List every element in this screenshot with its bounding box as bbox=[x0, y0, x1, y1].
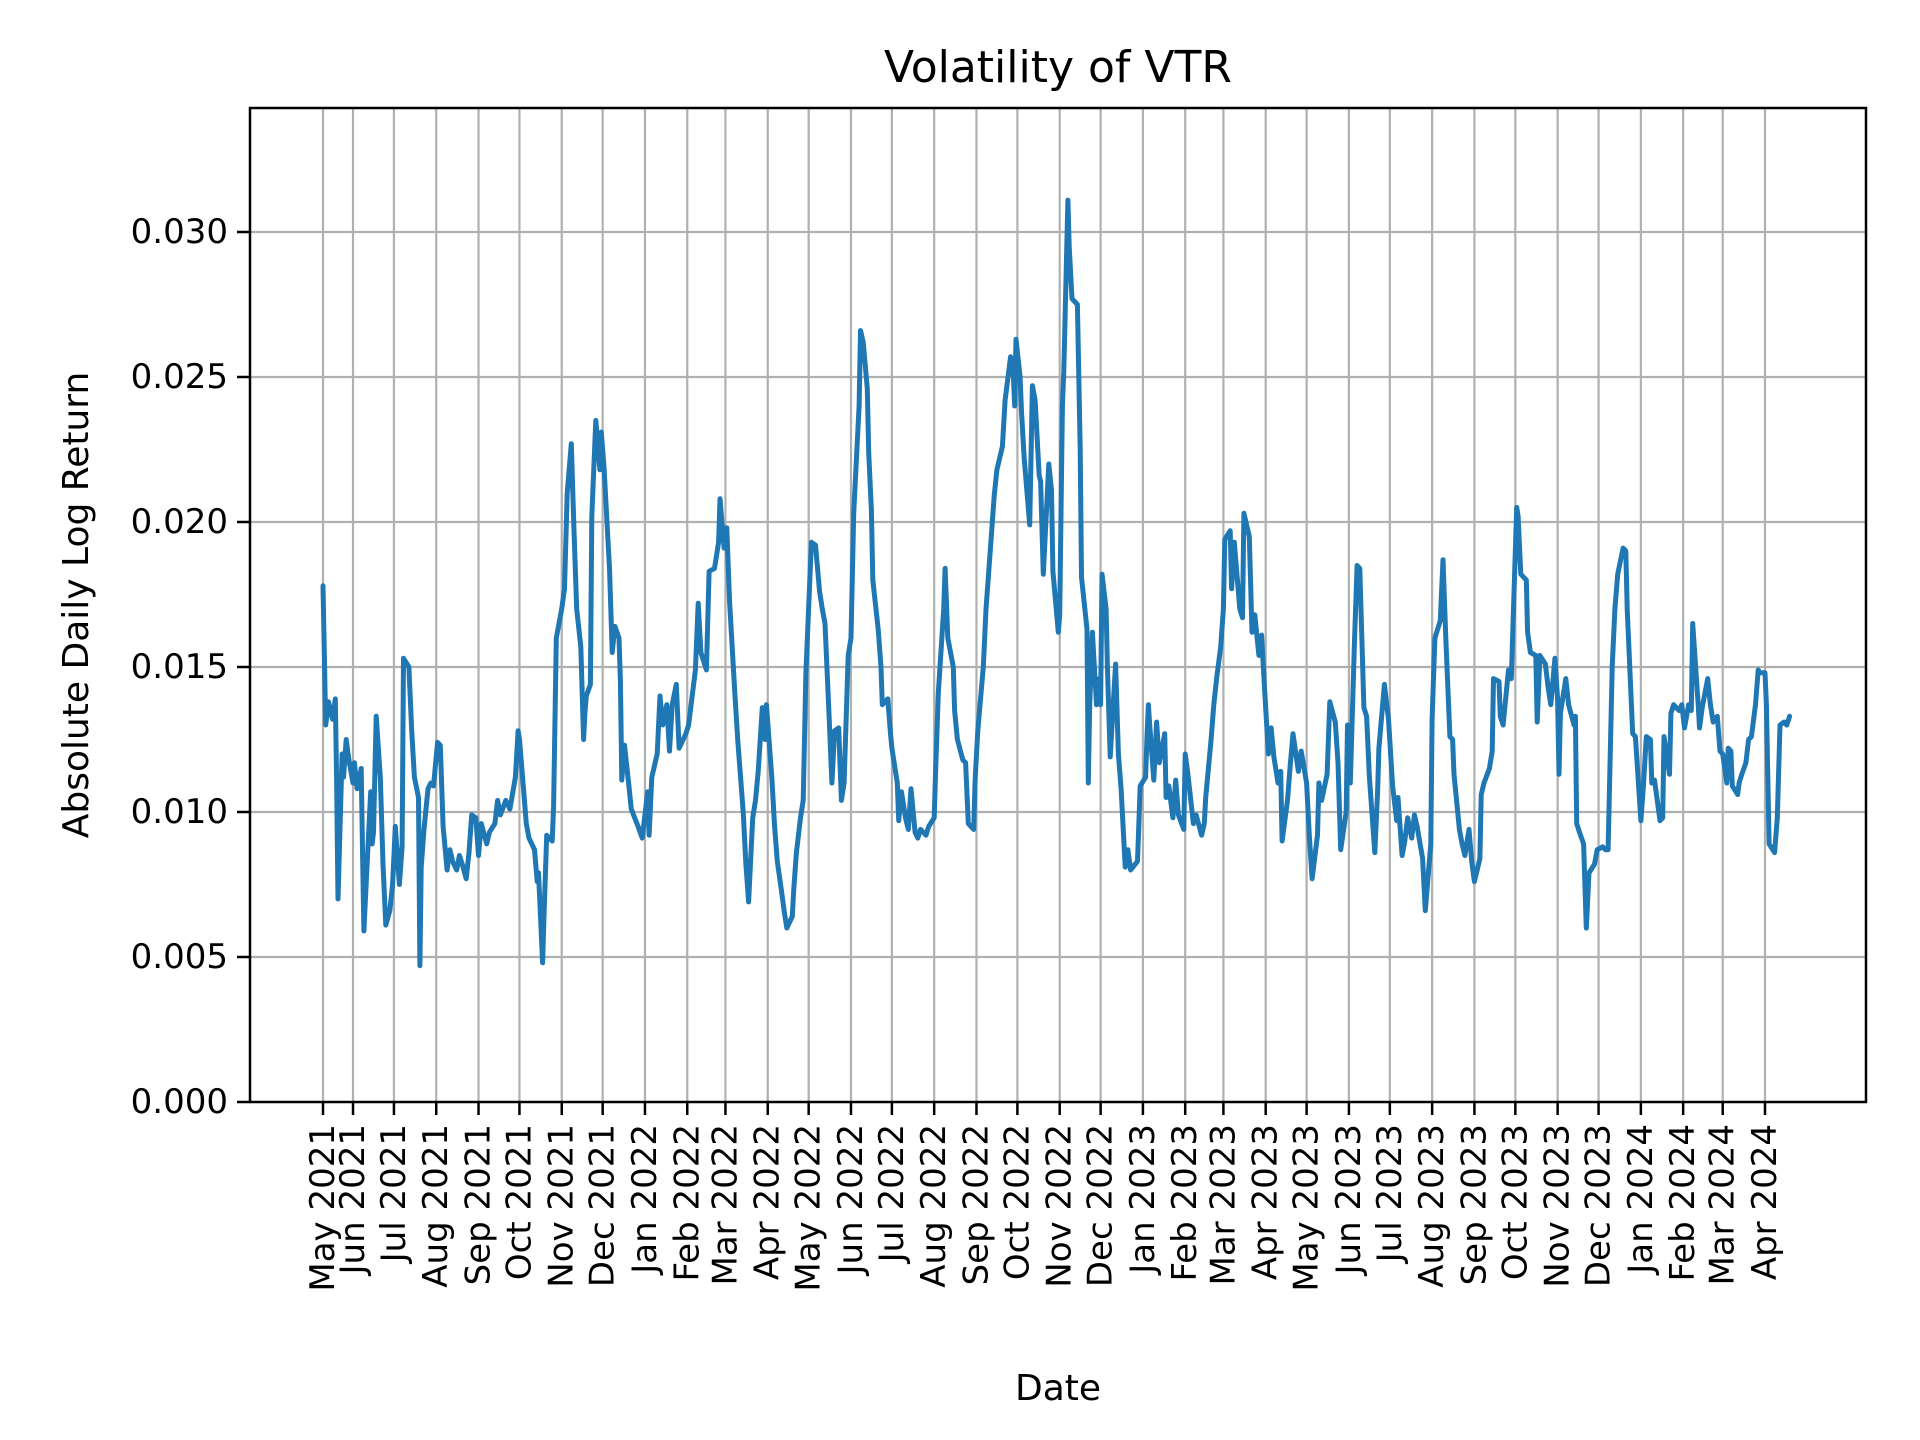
x-tick-label: Nov 2021 bbox=[542, 1124, 582, 1288]
x-tick-label: Nov 2023 bbox=[1538, 1124, 1578, 1288]
axis-ticks bbox=[237, 230, 1767, 1115]
x-tick-label: Mar 2022 bbox=[705, 1124, 745, 1285]
chart-title: Volatility of VTR bbox=[884, 42, 1232, 93]
x-tick-label: Mar 2024 bbox=[1703, 1124, 1743, 1285]
x-axis-label: Date bbox=[1015, 1368, 1101, 1409]
x-tick-label: Mar 2023 bbox=[1203, 1124, 1243, 1285]
x-tick-label: Jun 2022 bbox=[831, 1124, 871, 1276]
x-tick-label: Jun 2021 bbox=[333, 1124, 373, 1276]
x-tick-label: Nov 2022 bbox=[1040, 1124, 1080, 1288]
y-tick-label: 0.030 bbox=[131, 212, 228, 252]
y-tick-label: 0.000 bbox=[131, 1082, 228, 1122]
x-tick-label: Apr 2023 bbox=[1246, 1124, 1286, 1280]
x-tick-label: May 2023 bbox=[1287, 1124, 1327, 1292]
volatility-line-series bbox=[320, 197, 1793, 969]
x-tick-label: Jun 2023 bbox=[1329, 1124, 1369, 1276]
y-tick-label: 0.005 bbox=[131, 937, 228, 977]
x-tick-label: Feb 2022 bbox=[667, 1124, 707, 1282]
x-tick-label: Aug 2022 bbox=[914, 1124, 954, 1288]
x-tick-label: Sep 2023 bbox=[1454, 1124, 1494, 1285]
y-tick-label: 0.010 bbox=[131, 792, 228, 832]
x-tick-label: Dec 2022 bbox=[1081, 1124, 1121, 1287]
x-tick-label: Jan 2023 bbox=[1123, 1124, 1163, 1276]
x-tick-label: Apr 2024 bbox=[1745, 1124, 1785, 1280]
y-tick-label: 0.020 bbox=[131, 502, 228, 542]
x-tick-label: May 2022 bbox=[789, 1124, 829, 1292]
x-tick-label: Feb 2024 bbox=[1663, 1124, 1703, 1282]
x-tick-label: May 2021 bbox=[303, 1124, 343, 1292]
x-tick-label: Sep 2021 bbox=[459, 1124, 499, 1285]
x-tick-label: Aug 2023 bbox=[1412, 1124, 1452, 1288]
x-tick-label: Feb 2023 bbox=[1165, 1124, 1205, 1282]
plot-border bbox=[248, 106, 1868, 1104]
x-tick-label: Dec 2023 bbox=[1579, 1124, 1619, 1287]
x-tick-label: Dec 2021 bbox=[583, 1124, 623, 1287]
x-tick-label: Jul 2021 bbox=[374, 1124, 414, 1264]
y-tick-label: 0.015 bbox=[131, 647, 228, 687]
x-tick-label: Jul 2022 bbox=[872, 1124, 912, 1264]
x-tick-label: Jul 2023 bbox=[1370, 1124, 1410, 1264]
y-axis-label: Absolute Daily Log Return bbox=[56, 372, 97, 839]
x-tick-label: Aug 2021 bbox=[416, 1124, 456, 1288]
x-tick-label: Sep 2022 bbox=[956, 1124, 996, 1285]
x-tick-label: Apr 2022 bbox=[748, 1124, 788, 1280]
x-tick-label: Oct 2022 bbox=[997, 1124, 1037, 1280]
x-tick-label: Jan 2022 bbox=[625, 1124, 665, 1276]
x-tick-label: Oct 2021 bbox=[499, 1124, 539, 1280]
x-tick-label: Oct 2023 bbox=[1495, 1124, 1535, 1280]
y-tick-label: 0.025 bbox=[131, 357, 228, 397]
x-tick-label: Jan 2024 bbox=[1621, 1124, 1661, 1276]
